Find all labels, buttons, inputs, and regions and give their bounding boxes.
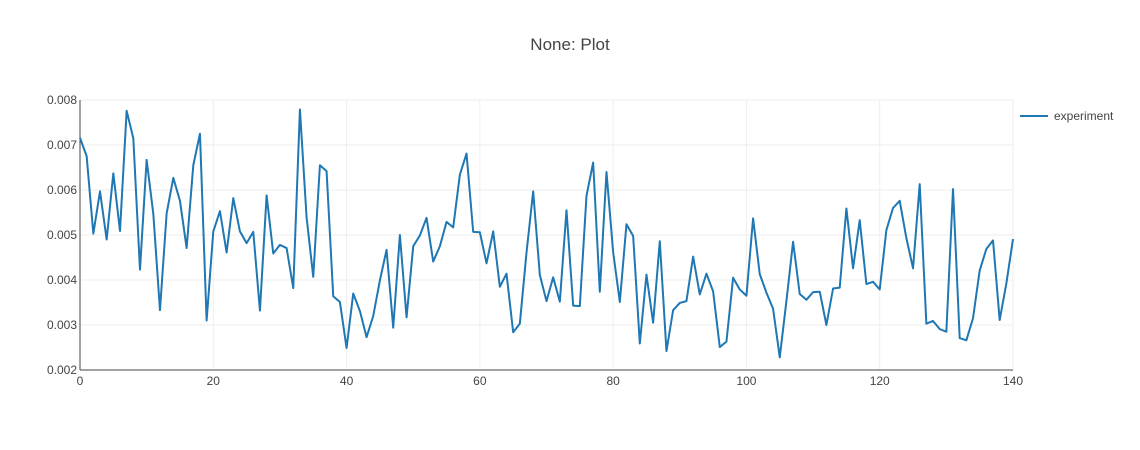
x-tick-label: 80 — [606, 374, 620, 388]
x-tick-label: 60 — [473, 374, 487, 388]
x-tick-label: 40 — [340, 374, 354, 388]
y-tick-label: 0.008 — [47, 93, 77, 107]
legend-label: experiment — [1054, 109, 1114, 123]
x-tick-label: 100 — [736, 374, 756, 388]
x-tick-label: 120 — [870, 374, 890, 388]
series-line-experiment — [79, 108, 1014, 359]
y-tick-label: 0.004 — [47, 273, 77, 287]
legend-item-experiment[interactable]: experiment — [1020, 109, 1114, 123]
x-tick-label: 140 — [1003, 374, 1023, 388]
y-tick-label: 0.006 — [47, 183, 77, 197]
series-group — [79, 108, 1014, 359]
x-tick-label: 20 — [207, 374, 221, 388]
y-tick-label: 0.003 — [47, 318, 77, 332]
y-tick-label: 0.002 — [47, 363, 77, 377]
legend[interactable]: experiment — [1020, 109, 1114, 123]
y-tick-label: 0.007 — [47, 138, 77, 152]
x-tick-label: 0 — [77, 374, 84, 388]
axes: 0 20 40 60 80 100 120 140 0.002 0.003 0.004 0.005 0.… — [47, 93, 1023, 388]
chart-title: None: Plot — [530, 35, 610, 54]
y-tick-label: 0.005 — [47, 228, 77, 242]
